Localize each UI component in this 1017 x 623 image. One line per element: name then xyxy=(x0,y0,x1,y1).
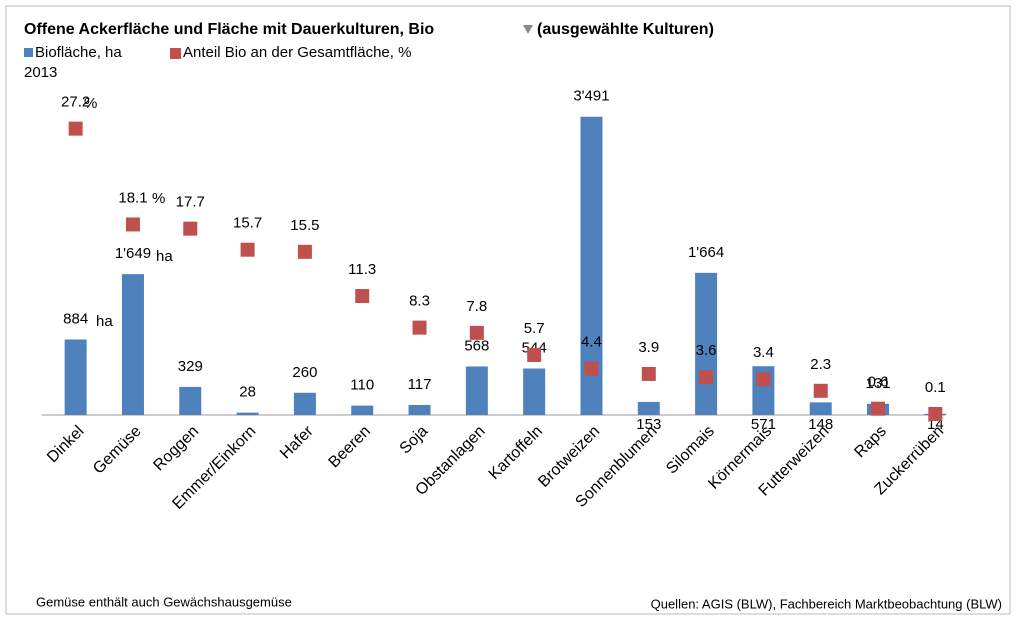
value-label: 3'491 xyxy=(573,88,609,105)
marker xyxy=(527,347,542,362)
bar xyxy=(293,392,316,415)
chart-filter[interactable]: (ausgewählte Kulturen) xyxy=(537,21,714,38)
marker xyxy=(297,244,312,259)
value-label: 1'649 xyxy=(115,245,151,262)
legend-swatch xyxy=(170,48,181,59)
bar xyxy=(64,339,87,415)
x-tick-label: Kartoffeln xyxy=(486,423,546,483)
x-tick-label: Gemüse xyxy=(90,423,145,478)
value-label: 7.8 xyxy=(466,298,487,315)
x-tick-label: Dinkel xyxy=(44,423,87,466)
annotation: ha xyxy=(156,248,173,265)
value-label: 884 xyxy=(63,310,88,327)
value-label: 18.1 xyxy=(118,189,147,206)
value-label: 8.3 xyxy=(409,293,430,310)
bar xyxy=(809,402,832,415)
bar xyxy=(580,116,603,415)
x-tick-label: Beeren xyxy=(326,423,375,472)
marker xyxy=(699,370,714,385)
bar xyxy=(637,401,660,415)
annotation: ha xyxy=(96,313,113,330)
value-label: 3.6 xyxy=(696,342,717,359)
value-label: 568 xyxy=(464,337,489,354)
value-label: 15.7 xyxy=(233,215,262,232)
value-label: 153 xyxy=(636,416,661,433)
marker xyxy=(68,121,83,136)
value-label: 3.4 xyxy=(753,344,774,361)
marker xyxy=(125,217,140,232)
x-tick-label: Hafer xyxy=(277,422,317,462)
value-label: 27.2 xyxy=(61,94,90,111)
value-label: 110 xyxy=(350,377,374,394)
value-label: 0.6 xyxy=(868,374,889,391)
value-label: 15.5 xyxy=(290,217,319,234)
value-label: 5.7 xyxy=(524,320,545,337)
value-label: 117 xyxy=(408,376,432,393)
marker xyxy=(928,406,943,421)
marker xyxy=(355,289,370,304)
x-tick-label: Soja xyxy=(397,423,432,458)
marker xyxy=(756,372,771,387)
footnote: Gemüse enthält auch Gewächshausgemüse xyxy=(36,594,292,609)
marker xyxy=(183,221,198,236)
value-label: 1'664 xyxy=(688,244,724,261)
legend-swatch xyxy=(24,48,33,57)
bar xyxy=(465,366,488,415)
value-label: 17.7 xyxy=(176,194,205,211)
value-label: 4.4 xyxy=(581,334,602,351)
value-label: 2.3 xyxy=(810,356,831,373)
value-label: 148 xyxy=(808,416,833,433)
value-label: 260 xyxy=(292,364,317,381)
value-label: 11.3 xyxy=(348,261,376,278)
bar xyxy=(236,412,259,415)
value-label: 0.1 xyxy=(925,379,946,396)
marker xyxy=(240,242,255,257)
frame xyxy=(5,5,1011,615)
bar xyxy=(351,405,374,415)
x-tick-label: Silomais xyxy=(663,423,718,478)
marker xyxy=(469,325,484,340)
bar xyxy=(408,405,431,415)
source: Quellen: AGIS (BLW), Fachbereich Marktbe… xyxy=(651,596,1002,611)
bar xyxy=(523,368,546,415)
marker xyxy=(871,401,886,416)
marker xyxy=(412,320,427,335)
marker xyxy=(813,383,828,398)
value-label: 131 xyxy=(866,375,891,392)
marker xyxy=(584,361,599,376)
legend-label: Anteil Bio an der Gesamtfläche, % xyxy=(183,44,411,61)
annotation: % xyxy=(152,190,165,207)
chart-subtitle: 2013 xyxy=(24,64,57,81)
value-label: 329 xyxy=(178,358,203,375)
bar xyxy=(121,274,144,415)
annotation: % xyxy=(84,95,97,112)
legend-label: Biofläche, ha xyxy=(35,44,122,61)
value-label: 571 xyxy=(751,416,776,433)
value-label: 3.9 xyxy=(638,339,659,356)
filter-icon[interactable] xyxy=(523,25,533,34)
bar xyxy=(179,386,202,415)
chart-title: Offene Ackerfläche und Fläche mit Dauerk… xyxy=(24,21,434,38)
value-label: 28 xyxy=(239,384,256,401)
x-tick-label: Raps xyxy=(851,423,889,461)
marker xyxy=(641,366,656,381)
x-tick-label: Roggen xyxy=(150,423,202,475)
